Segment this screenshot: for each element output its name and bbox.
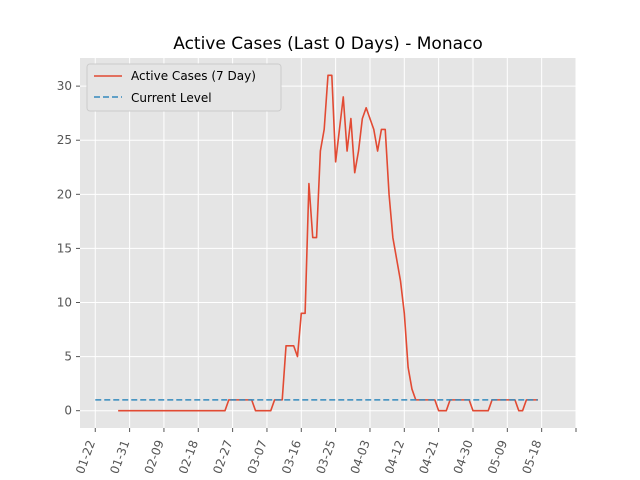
legend-label-active-cases: Active Cases (7 Day) (131, 69, 256, 83)
chart-title: Active Cases (Last 0 Days) - Monaco (173, 34, 483, 54)
x-tick-label: 02-09 (142, 438, 167, 476)
y-axis: 0 5 10 15 20 25 30 (57, 79, 80, 418)
x-tick-label: 05-18 (519, 438, 544, 476)
x-tick-label: 01-22 (73, 438, 98, 476)
x-tick-label: 04-30 (451, 438, 476, 476)
legend-box (86, 63, 282, 112)
x-tick-label: 03-16 (279, 438, 304, 476)
y-tick-label: 30 (57, 79, 72, 93)
x-tick-label: 04-03 (348, 438, 373, 476)
x-tick-label: 04-21 (416, 438, 441, 476)
y-tick-label: 10 (57, 296, 72, 310)
x-tick-label: 02-18 (176, 438, 201, 476)
grid (80, 58, 577, 428)
plot-area (80, 58, 576, 428)
y-tick-label: 5 (64, 350, 72, 364)
x-tick-label: 01-31 (107, 438, 132, 476)
y-tick-label: 25 (57, 133, 72, 147)
y-tick-label: 0 (64, 404, 72, 418)
legend-label-current-level: Current Level (131, 91, 212, 105)
y-tick-label: 20 (57, 187, 72, 201)
x-axis: 01-22 01-31 02-09 02-18 02-27 03-07 03-16 03-25… (73, 428, 577, 476)
legend: Active Cases (7 Day) Current Level (86, 63, 282, 112)
series-layer (95, 74, 538, 412)
x-tick-label: 03-07 (245, 438, 270, 476)
x-tick-label: 04-12 (382, 438, 407, 476)
x-tick-label: 02-27 (210, 438, 235, 476)
x-tick-label: 05-09 (485, 438, 510, 476)
y-tick-label: 15 (57, 241, 72, 255)
x-tick-label: 03-25 (313, 438, 338, 476)
